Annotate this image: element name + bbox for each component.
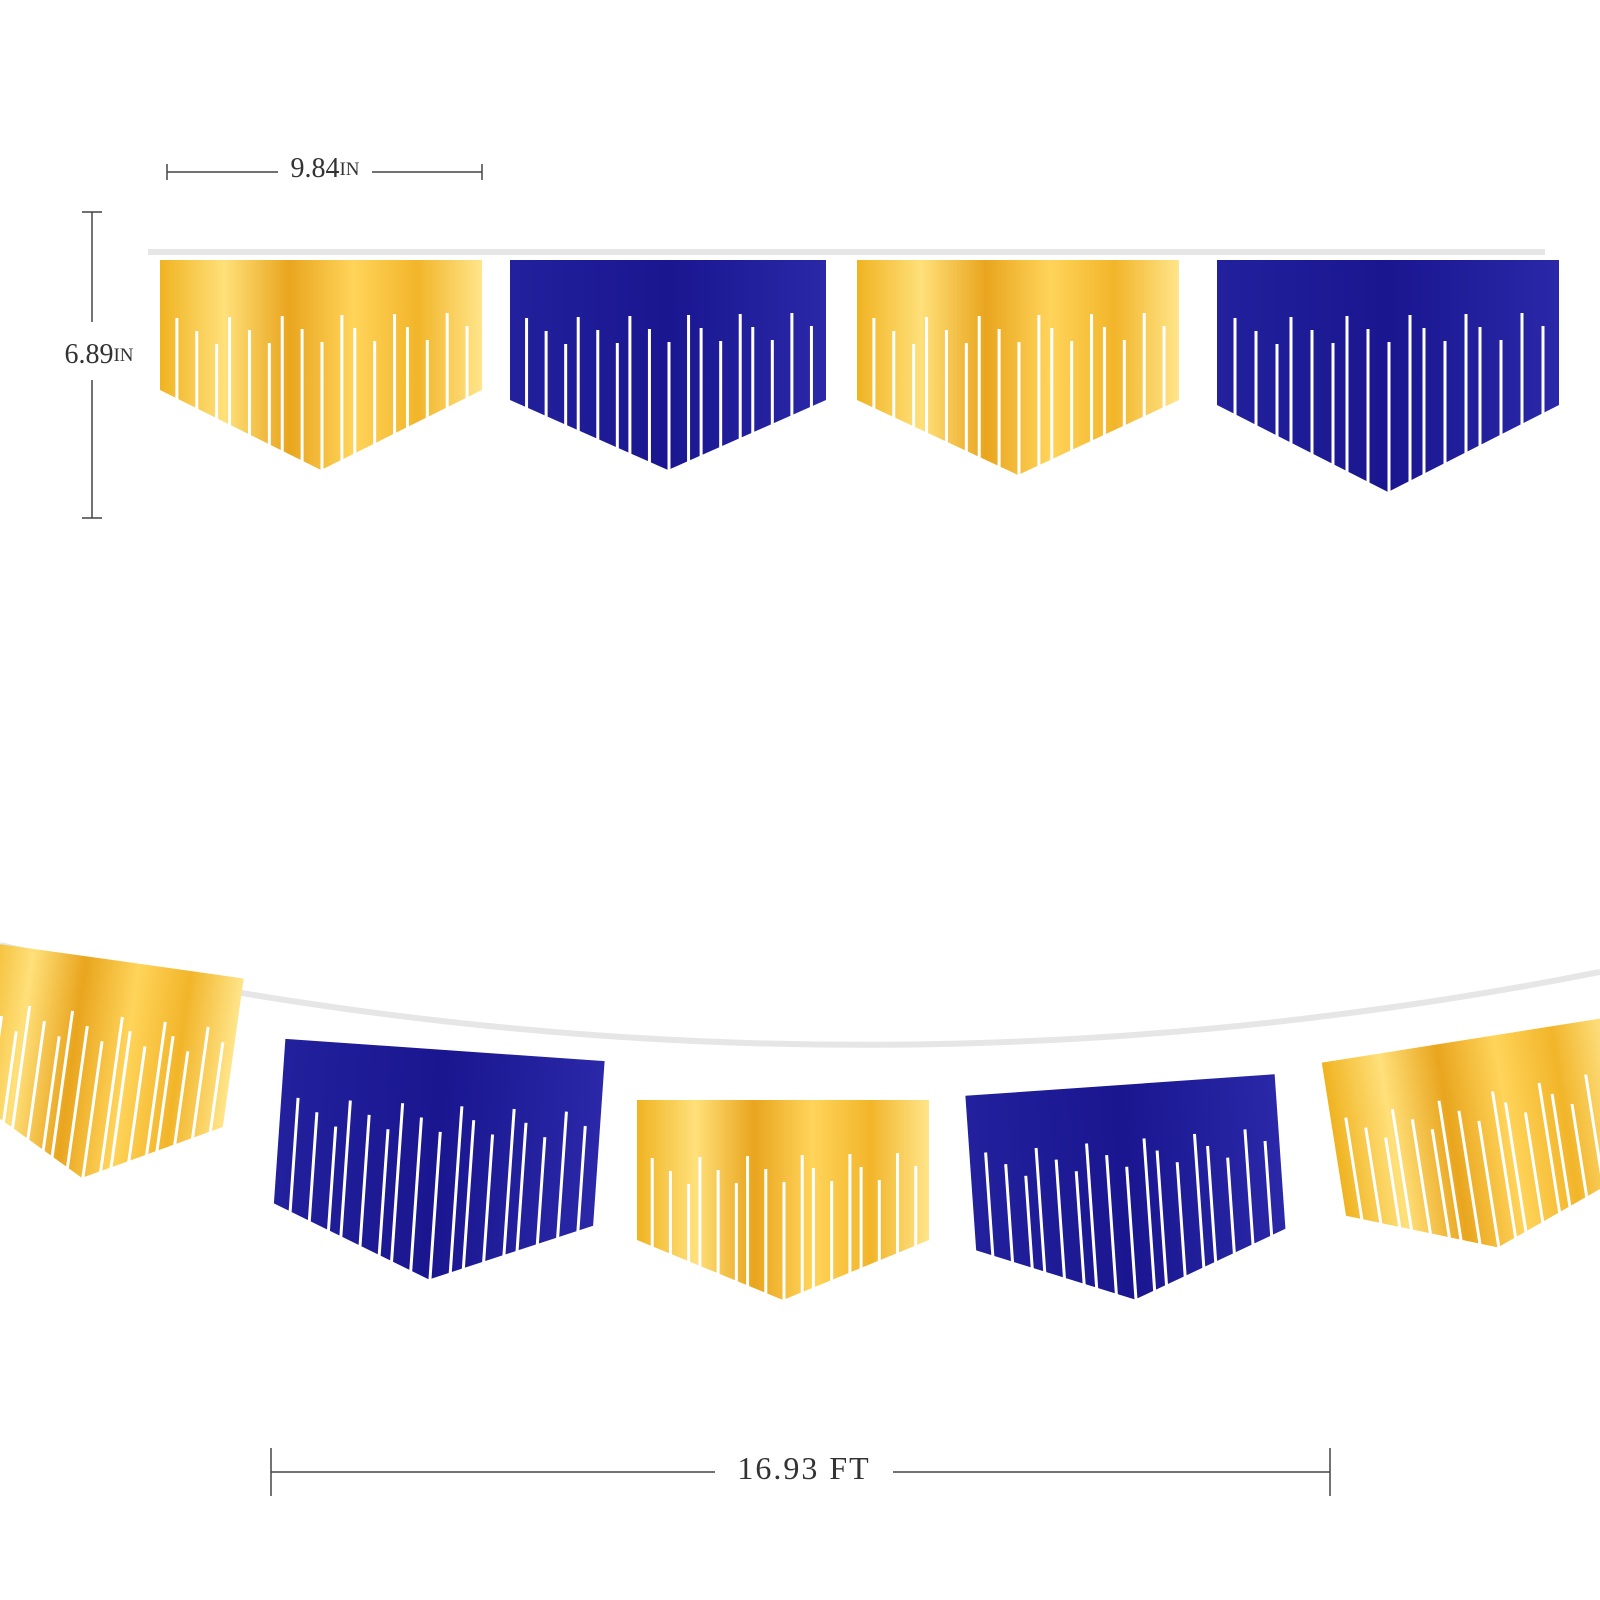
fringe-cut xyxy=(1024,1175,1034,1270)
fringe-cut xyxy=(144,1021,167,1157)
pennant xyxy=(637,1100,929,1302)
fringe-cut xyxy=(1105,1154,1118,1296)
height-label: 6.89IN xyxy=(64,339,133,370)
fringe-cut xyxy=(358,1114,371,1248)
fringe-cut xyxy=(1437,1100,1463,1242)
fringe-cut xyxy=(127,1046,147,1164)
fringe-cut xyxy=(65,1025,89,1170)
fringe-cut xyxy=(326,1126,338,1233)
fringe-cut xyxy=(1584,1074,1600,1190)
fringe-cut xyxy=(409,1117,423,1273)
fringe-cut xyxy=(1504,1102,1528,1234)
pennant-shape xyxy=(965,1074,1286,1300)
fringe-cut xyxy=(98,1016,124,1174)
fringe-cut xyxy=(984,1152,995,1258)
fringe-cut xyxy=(1125,1166,1138,1302)
fringe-cut xyxy=(1,1031,18,1124)
height-value: 6.89 xyxy=(64,339,113,370)
fringe-cut xyxy=(515,1122,528,1253)
fringe-cut xyxy=(1192,1133,1206,1270)
length-dimension: 16.93 FT xyxy=(270,1448,1331,1496)
fringe-cut xyxy=(1155,1150,1169,1287)
fringe-cut xyxy=(10,1005,32,1130)
fringe-cut xyxy=(109,1030,132,1170)
fringe-cut xyxy=(482,1134,495,1264)
fringe-cut xyxy=(173,1051,190,1147)
fringe-cut xyxy=(461,1120,476,1271)
width-dimension: 9.84IN xyxy=(166,153,483,184)
pennant xyxy=(1217,260,1559,494)
width-unit: IN xyxy=(339,159,359,180)
pennant xyxy=(273,1038,605,1282)
fringe-cut xyxy=(1537,1082,1562,1215)
fringe-cut xyxy=(1490,1091,1518,1240)
garland xyxy=(0,249,1600,1302)
fringe-cut xyxy=(1523,1112,1545,1224)
fringe-cut xyxy=(1384,1137,1402,1230)
fringe-cut xyxy=(428,1131,442,1282)
fringe-cut xyxy=(448,1106,464,1275)
fringe-cut xyxy=(1074,1171,1086,1286)
fringe-cut xyxy=(502,1108,516,1258)
pennant xyxy=(160,260,482,472)
fringe-cut xyxy=(535,1137,547,1247)
fringe-cut xyxy=(190,1026,210,1141)
fringe-cut xyxy=(26,1020,46,1142)
fringe-cut xyxy=(208,1041,225,1134)
fringe-cut xyxy=(1054,1159,1067,1280)
fringe-cut xyxy=(377,1129,390,1258)
fringe-cut xyxy=(1430,1128,1452,1240)
pennant xyxy=(857,260,1179,477)
fringe-cut xyxy=(307,1112,319,1223)
fringe-cut xyxy=(339,1100,352,1239)
fringe-cut xyxy=(1364,1127,1383,1226)
width-value: 9.84 xyxy=(290,153,339,184)
length-unit: FT xyxy=(829,1450,870,1486)
fringe-cut xyxy=(1175,1162,1187,1279)
fringe-cut xyxy=(155,1035,175,1153)
pennant xyxy=(0,941,244,1180)
fringe-cut xyxy=(1226,1157,1236,1255)
fringe-cut xyxy=(1142,1138,1157,1293)
fringe-cut xyxy=(1550,1093,1572,1209)
fringe-cut xyxy=(1570,1103,1589,1199)
height-dimension: 6.89IN xyxy=(64,211,134,519)
pennant xyxy=(510,260,826,472)
fringe-cut xyxy=(1034,1147,1047,1274)
length-label: 16.93 FT xyxy=(737,1450,870,1486)
fringe-cut xyxy=(1410,1118,1433,1236)
fringe-cut xyxy=(556,1111,568,1240)
fringe-cut xyxy=(1390,1108,1414,1232)
fringe-cut xyxy=(1477,1120,1501,1250)
length-value: 16.93 xyxy=(737,1450,819,1486)
fringe-cut xyxy=(50,1010,75,1159)
pennant xyxy=(965,1074,1286,1302)
fringe-cut xyxy=(389,1103,405,1264)
width-label: 9.84IN xyxy=(290,153,359,184)
fringe-cut xyxy=(288,1097,300,1214)
fringe-cut xyxy=(1206,1145,1218,1264)
fringe-cut xyxy=(1457,1110,1482,1246)
fringe-cut xyxy=(81,1041,104,1180)
fringe-cut xyxy=(576,1125,587,1233)
fringe-cut xyxy=(1004,1164,1015,1264)
pennant xyxy=(1321,1017,1600,1250)
fringe-cut xyxy=(1263,1140,1274,1238)
fringe-cut xyxy=(1085,1143,1099,1290)
fringe-cut xyxy=(1243,1129,1255,1247)
fringe-cut xyxy=(1344,1117,1364,1222)
fringe-cut xyxy=(41,1036,61,1153)
height-unit: IN xyxy=(113,345,133,366)
